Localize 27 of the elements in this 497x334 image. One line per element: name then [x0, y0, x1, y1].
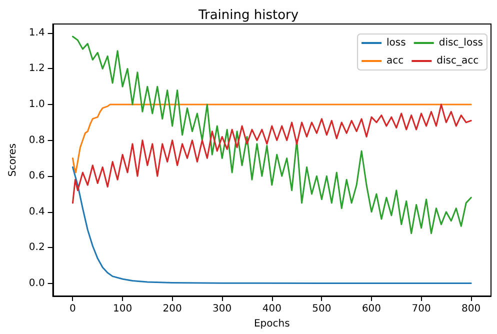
x-tick-label: 700 [412, 304, 431, 314]
y-tick-label: 1.2 [28, 63, 45, 74]
line-series [72, 104, 472, 174]
legend-label: loss [386, 38, 406, 48]
y-axis-title: Scores [8, 143, 18, 177]
legend-label: disc_acc [436, 56, 479, 66]
y-tick-label: 0.8 [28, 134, 45, 146]
chart-title: Training history [197, 8, 299, 23]
x-axis-title: Epochs [254, 318, 290, 330]
y-tick-label: 0.4 [28, 206, 45, 218]
legend-label: disc_loss [438, 38, 484, 48]
x-tick-label: 100 [112, 304, 132, 314]
x-tick-label: 600 [362, 304, 382, 314]
line-series [72, 166, 472, 284]
line-series [72, 104, 472, 204]
y-tick-label: 1.0 [28, 99, 45, 110]
x-tick-label: 200 [162, 304, 182, 314]
x-tick-label: 800 [462, 304, 481, 314]
x-tick-label: 500 [312, 304, 332, 314]
x-tick-label: 400 [262, 304, 282, 314]
y-tick-label: 1.4 [28, 27, 45, 38]
legend-label: acc [386, 56, 404, 66]
x-tick-label: 0 [70, 304, 76, 314]
y-tick-label: 0.6 [28, 170, 45, 182]
x-tick-label: 300 [212, 304, 232, 314]
y-tick-label: 0.0 [28, 278, 45, 289]
y-tick-label: 0.2 [28, 242, 45, 254]
